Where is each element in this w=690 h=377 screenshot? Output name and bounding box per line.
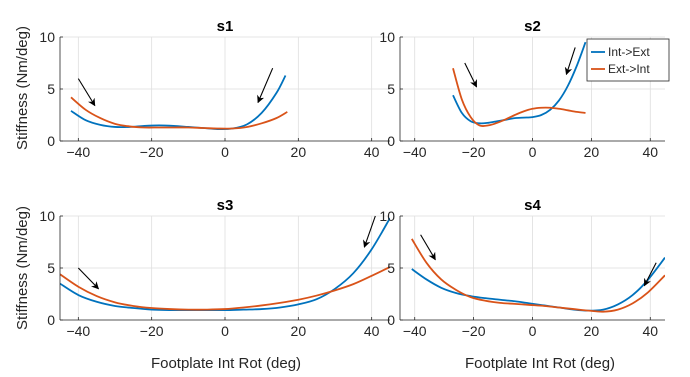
legend-label-int-ext: Int->Ext: [608, 45, 650, 59]
y-tick-label: 10: [379, 208, 395, 224]
series-line-int-ext: [70, 75, 287, 131]
y-tick-label: 5: [47, 81, 55, 97]
legend-box: [586, 38, 670, 82]
y-tick-label: 0: [387, 312, 395, 328]
annotation-arrow: [643, 262, 657, 287]
legend: Int->Ext Ext->Int: [586, 38, 670, 82]
x-tick-label: 40: [364, 323, 380, 339]
x-tick-label: −40: [403, 323, 427, 339]
y-axis-label-bottom: Stiffness (Nm/deg): [14, 206, 31, 330]
y-tick-label: 5: [387, 260, 395, 276]
panel-title: s2: [524, 18, 541, 35]
x-tick-label: −20: [140, 323, 164, 339]
series-line-ext-int: [70, 96, 288, 130]
panel-title: s3: [217, 197, 234, 214]
panel-s4: −40 −20 0 20 40 0 5 10 s4: [379, 197, 665, 339]
x-tick-label: 20: [584, 323, 600, 339]
x-tick-label: −40: [403, 144, 427, 160]
x-tick-label: 0: [221, 323, 229, 339]
plot-area: [452, 41, 587, 128]
x-tick-label: 0: [529, 144, 537, 160]
series-line-int-ext: [60, 217, 390, 312]
x-tick-label: −20: [462, 144, 486, 160]
plot-area: [70, 75, 288, 131]
x-axis-label-right: Footplate Int Rot (deg): [465, 355, 615, 372]
series-line-int-ext: [411, 257, 665, 312]
series-line-ext-int: [411, 238, 665, 313]
y-tick-label: 10: [39, 208, 55, 224]
y-tick-label: 5: [387, 81, 395, 97]
x-tick-label: 20: [291, 144, 307, 160]
panel-s3: −40 −20 0 20 40 0 5 10 s3: [39, 197, 390, 339]
annotation-arrow: [77, 78, 96, 107]
annotation-arrow: [363, 215, 376, 248]
series-line-int-ext: [452, 41, 587, 125]
legend-label-ext-int: Ext->Int: [608, 62, 650, 76]
x-tick-label: 40: [642, 144, 658, 160]
panel-title: s1: [217, 18, 234, 35]
x-tick-label: −20: [140, 144, 164, 160]
plot-area: [411, 238, 665, 313]
x-tick-label: 0: [221, 144, 229, 160]
plot-area: [60, 217, 390, 312]
x-tick-label: −20: [462, 323, 486, 339]
x-tick-label: 0: [529, 323, 537, 339]
series-line-ext-int: [60, 266, 390, 311]
y-tick-label: 10: [39, 29, 55, 45]
annotation-arrow: [257, 67, 274, 104]
annotation-arrow: [464, 62, 478, 88]
y-axis-label-top: Stiffness (Nm/deg): [14, 26, 31, 150]
x-tick-label: −40: [66, 144, 90, 160]
annotation-arrow: [420, 234, 436, 261]
y-tick-label: 5: [47, 260, 55, 276]
panel-title: s4: [524, 197, 541, 214]
annotation-arrow: [77, 267, 100, 290]
series-line-ext-int: [452, 67, 586, 128]
x-tick-label: 20: [291, 323, 307, 339]
x-tick-label: 40: [642, 323, 658, 339]
x-tick-label: 20: [584, 144, 600, 160]
y-tick-label: 0: [47, 312, 55, 328]
y-tick-label: 0: [47, 133, 55, 149]
panel-s1: −40 −20 0 20 40 0 5 10 s1: [39, 18, 390, 160]
x-axis-label-left: Footplate Int Rot (deg): [151, 355, 301, 372]
panel-s2: −40 −20 0 20 40 0 5 10 s2: [379, 18, 665, 160]
x-tick-label: −40: [66, 323, 90, 339]
y-tick-label: 10: [379, 29, 395, 45]
annotation-arrow: [564, 47, 576, 76]
x-tick-label: 40: [364, 144, 380, 160]
y-tick-label: 0: [387, 133, 395, 149]
